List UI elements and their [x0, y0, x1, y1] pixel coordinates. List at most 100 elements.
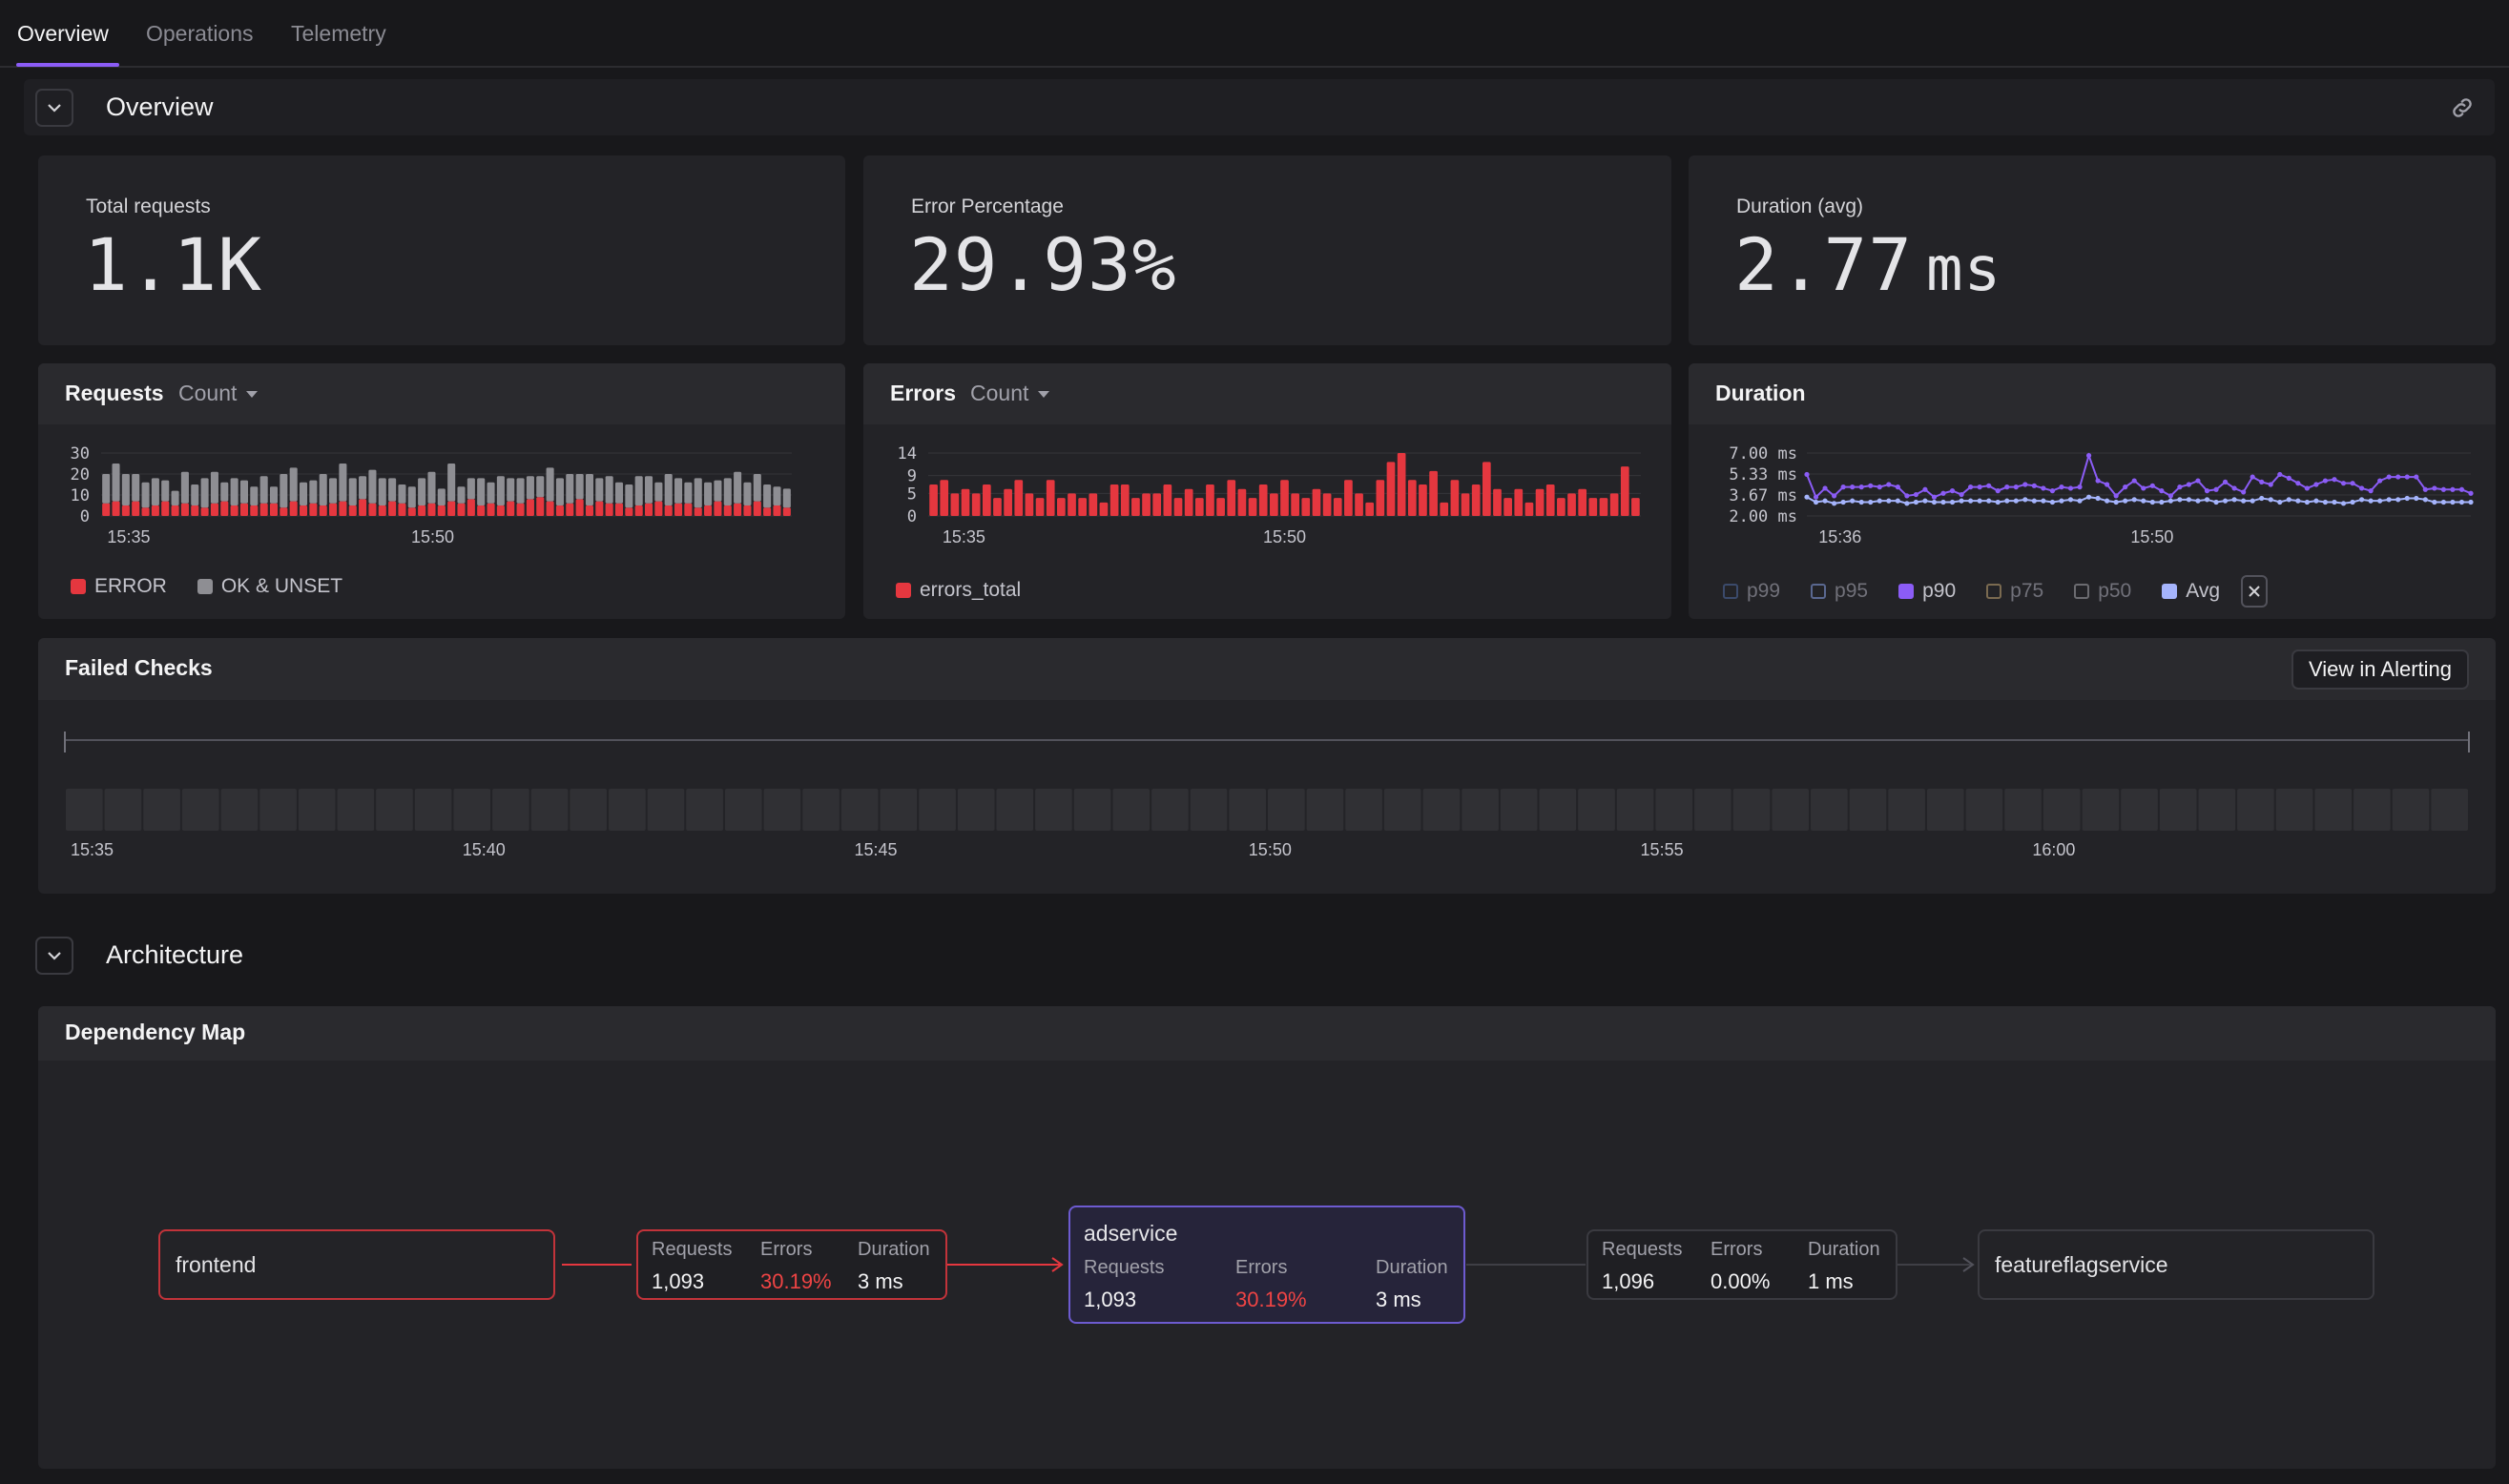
- legend-item-p75[interactable]: p75: [1986, 580, 2043, 603]
- check-cell: [957, 789, 995, 831]
- bar-ok-unset: [348, 478, 357, 505]
- panel-header: Duration: [1689, 363, 2496, 424]
- bar-error: [200, 507, 209, 516]
- legend-item-p50[interactable]: p50: [2074, 580, 2131, 603]
- bar-errors-total: [1035, 498, 1045, 516]
- data-point-p90: [1995, 488, 2001, 494]
- check-cell: [919, 789, 956, 831]
- data-point-p90: [2368, 488, 2374, 494]
- data-point-avg: [2377, 498, 2383, 504]
- value: 3 ms: [1376, 1288, 1421, 1311]
- node-duration: Duration 3 ms: [1376, 1257, 1448, 1312]
- view-in-alerting-button[interactable]: View in Alerting: [2291, 649, 2469, 690]
- bar-ok-unset: [625, 484, 633, 508]
- legend-item-avg[interactable]: Avg: [2162, 580, 2220, 603]
- check-cell: [2121, 789, 2158, 831]
- data-point-avg: [2295, 498, 2301, 504]
- bar-ok-unset: [664, 474, 673, 505]
- bar-errors-total: [1620, 466, 1629, 516]
- data-point-avg: [2186, 497, 2192, 503]
- check-cell: [376, 789, 413, 831]
- bar-ok-unset: [457, 486, 466, 504]
- check-cell: [414, 789, 452, 831]
- bar-errors-total: [1609, 493, 1619, 516]
- data-point-p90: [2322, 478, 2329, 484]
- bar-ok-unset: [644, 476, 653, 504]
- data-point-p90: [2422, 486, 2428, 492]
- collapse-overview-button[interactable]: [35, 89, 73, 127]
- bar-errors-total: [1333, 498, 1342, 516]
- chevron-down-icon: [48, 952, 61, 960]
- bar-errors-total: [1419, 484, 1427, 516]
- bar-ok-unset: [121, 474, 130, 505]
- arrow-icon: [1962, 1257, 1975, 1272]
- data-point-p90: [1840, 484, 1846, 490]
- data-point-avg: [2031, 498, 2037, 504]
- check-cell: [1578, 789, 1615, 831]
- bar-errors-total: [1545, 484, 1555, 516]
- bar-ok-unset: [102, 474, 111, 504]
- x-tick-label: 15:36: [1818, 527, 1861, 546]
- check-cell: [2198, 789, 2236, 831]
- x-tick-label: 15:45: [855, 840, 898, 859]
- legend-item-p95[interactable]: p95: [1811, 580, 1868, 603]
- check-cell: [2082, 789, 2120, 831]
- check-cell: [1888, 789, 1925, 831]
- data-point-p90: [2468, 490, 2474, 496]
- node-adservice[interactable]: adservice Requests 1,093 Errors 30.19% Dur…: [1068, 1206, 1465, 1324]
- bar-errors-total: [1557, 498, 1566, 516]
- data-point-p90: [2159, 488, 2165, 494]
- data-point-p90: [1986, 483, 1992, 488]
- check-cell: [763, 789, 801, 831]
- legend-item-p99[interactable]: p99: [1723, 580, 1780, 603]
- edge-requests: Requests 1,093: [652, 1239, 733, 1294]
- tab-operations[interactable]: Operations: [146, 21, 254, 46]
- clear-legend-button[interactable]: [2241, 575, 2269, 608]
- bar-errors-total: [1514, 488, 1524, 516]
- data-point-avg: [2432, 499, 2437, 505]
- label: Errors: [760, 1239, 813, 1260]
- data-point-avg: [2468, 499, 2474, 505]
- legend-item-p90[interactable]: p90: [1898, 580, 1956, 603]
- data-point-p90: [1940, 490, 1946, 496]
- bar-error: [507, 501, 515, 516]
- y-tick-label: 10: [71, 486, 90, 505]
- bar-errors-total: [1588, 498, 1598, 516]
- node-featureflagservice[interactable]: featureflagservice: [1978, 1229, 2374, 1300]
- bar-errors-total: [1493, 488, 1502, 516]
- bar-ok-unset: [773, 486, 781, 505]
- data-point-p90: [2085, 453, 2092, 459]
- data-point-avg: [2404, 495, 2410, 502]
- check-cell: [1655, 789, 1693, 831]
- data-point-avg: [1904, 501, 1910, 506]
- data-point-avg: [1986, 498, 1992, 504]
- bar-error: [674, 503, 683, 516]
- legend-item-error[interactable]: ERROR: [71, 575, 167, 598]
- value: 1,093: [652, 1269, 705, 1293]
- bar-error: [239, 503, 249, 516]
- link-icon[interactable]: [2449, 94, 2476, 121]
- bar-errors-total: [1206, 484, 1214, 516]
- collapse-architecture-button[interactable]: [35, 937, 73, 975]
- data-point-avg: [2167, 498, 2173, 504]
- y-tick-label: 30: [71, 444, 90, 464]
- data-point-p90: [1868, 483, 1874, 488]
- edge-adservice-featureflag[interactable]: Requests 1,096 Errors 0.00% Duration 1 ms: [1586, 1229, 1897, 1300]
- data-point-avg: [2067, 497, 2074, 503]
- data-point-avg: [1895, 498, 1900, 504]
- data-point-avg: [2458, 499, 2465, 505]
- data-point-p90: [2277, 471, 2283, 478]
- errors-mode-dropdown[interactable]: Count: [970, 381, 1050, 406]
- edge-duration: Duration 3 ms: [858, 1239, 930, 1294]
- data-point-avg: [2131, 497, 2137, 503]
- node-frontend[interactable]: frontend: [158, 1229, 555, 1300]
- legend-item-ok[interactable]: OK & UNSET: [197, 575, 342, 598]
- requests-mode-dropdown[interactable]: Count: [178, 381, 259, 406]
- tab-telemetry[interactable]: Telemetry: [291, 21, 386, 46]
- x-tick-label: 15:50: [1263, 527, 1306, 546]
- panel-title: Dependency Map: [65, 1020, 246, 1044]
- edge-frontend-adservice[interactable]: Requests 1,093 Errors 30.19% Duration 3 ms: [636, 1229, 947, 1300]
- legend-item-errors-total[interactable]: errors_total: [896, 579, 1021, 602]
- tab-overview[interactable]: Overview: [17, 21, 109, 46]
- bar-errors-total: [1004, 488, 1012, 516]
